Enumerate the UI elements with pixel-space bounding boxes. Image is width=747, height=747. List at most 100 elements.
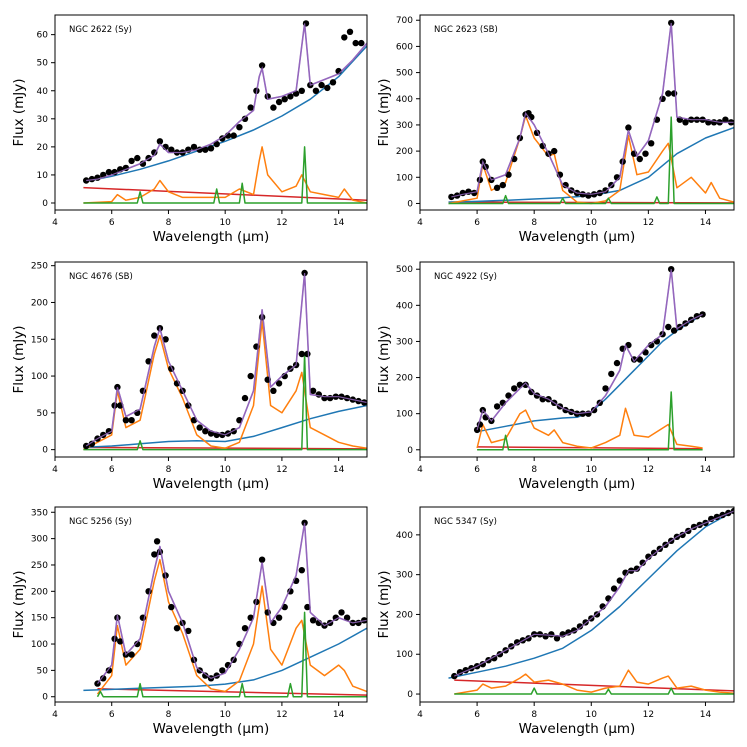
- data-point: [247, 104, 254, 111]
- y-tick-label: 150: [31, 335, 48, 345]
- x-tick-label: 14: [333, 218, 345, 228]
- pah-line: [83, 320, 367, 451]
- y-tick-label: 400: [396, 95, 413, 105]
- y-tick-label: 0: [42, 446, 48, 456]
- y-tick-label: 400: [396, 301, 413, 311]
- data-point: [636, 356, 643, 363]
- y-tick-label: 50: [37, 59, 49, 69]
- data-point: [105, 168, 113, 176]
- x-tick-label: 6: [474, 465, 480, 475]
- x-tick-label: 10: [219, 218, 231, 228]
- data-point: [513, 639, 521, 646]
- x-tick-label: 4: [417, 465, 423, 475]
- model-line: [476, 268, 703, 431]
- data-point: [202, 428, 209, 435]
- y-tick-label: 50: [37, 666, 49, 676]
- data-point: [298, 350, 305, 358]
- model-overlay-line: [476, 269, 703, 431]
- data-point: [613, 359, 621, 367]
- chart-panel: 4 6 8 10 12 14 0 100 200 300 400 NGC 5347 (Sy) Wavel…: [376, 506, 735, 737]
- x-axis-label: Wavelength (μm): [153, 721, 270, 737]
- x-tick-label: 10: [586, 218, 598, 228]
- data-point: [324, 84, 331, 92]
- x-tick-label: 10: [219, 710, 231, 720]
- x-tick-label: 8: [531, 710, 537, 720]
- plot-area: [448, 19, 734, 205]
- x-tick-label: 12: [643, 710, 654, 720]
- data-point: [196, 424, 203, 431]
- y-tick-label: 250: [31, 561, 48, 571]
- chart-panel: 4 6 8 10 12 14 0 50 100 150 200 250 NGC 4676 (SB) Wav…: [11, 261, 368, 492]
- x-axis-label: Wavelength (μm): [519, 721, 636, 737]
- x-tick-label: 14: [333, 710, 345, 720]
- data-point: [602, 385, 609, 392]
- data-point: [326, 394, 334, 402]
- x-tick-label: 14: [333, 465, 345, 475]
- data-point: [548, 631, 555, 638]
- y-tick-label: 100: [396, 173, 413, 183]
- x-tick-label: 4: [52, 218, 58, 228]
- model-overlay-line: [451, 22, 734, 198]
- data-point: [134, 640, 141, 648]
- data-point: [275, 614, 283, 621]
- x-tick-label: 8: [166, 710, 172, 720]
- data-point: [202, 672, 209, 679]
- data-point: [219, 667, 226, 674]
- model-overlay-line: [97, 522, 367, 684]
- data-point: [213, 140, 220, 148]
- x-tick-label: 12: [643, 465, 654, 475]
- data-point: [522, 381, 529, 388]
- data-point: [156, 138, 164, 145]
- emission-lines-line: [454, 687, 734, 695]
- data-point: [275, 98, 283, 106]
- data-point: [275, 380, 283, 387]
- y-axis-label: Flux (mJy): [376, 570, 392, 638]
- chart-panel: 4 6 8 10 12 14 0 50 100 150 200 250 300 350 NGC 5256 (…: [11, 506, 368, 737]
- y-tick-label: 0: [407, 199, 413, 209]
- data-point: [287, 93, 294, 100]
- data-point: [139, 160, 147, 167]
- y-tick-label: 20: [37, 143, 49, 153]
- data-point: [304, 350, 311, 358]
- x-tick-label: 8: [166, 218, 172, 228]
- y-tick-label: 50: [37, 409, 49, 419]
- data-point: [639, 559, 646, 566]
- y-tick-label: 500: [396, 69, 413, 79]
- data-point: [505, 171, 512, 178]
- data-point: [722, 116, 729, 123]
- x-tick-label: 12: [276, 465, 287, 475]
- data-point: [625, 124, 632, 131]
- chart-panel: 4 6 8 10 12 14 0 100 200 300 400 500 600 700 NGC 2623 …: [376, 14, 735, 245]
- axes-frame: [54, 14, 368, 211]
- y-tick-label: 100: [31, 372, 48, 382]
- data-point: [645, 553, 652, 560]
- x-tick-label: 6: [109, 710, 115, 720]
- panel-title: NGC 5347 (Sy): [434, 517, 497, 527]
- data-point: [665, 323, 672, 331]
- data-point: [332, 614, 339, 621]
- data-point: [665, 90, 672, 97]
- y-tick-label: 400: [396, 531, 413, 541]
- x-tick-label: 10: [586, 710, 598, 720]
- data-point: [448, 193, 455, 201]
- stellar-line: [97, 688, 367, 696]
- data-point: [168, 146, 175, 153]
- y-tick-label: 200: [396, 374, 413, 384]
- pah-line: [454, 669, 734, 695]
- x-tick-label: 8: [531, 218, 537, 228]
- data-point: [202, 146, 209, 153]
- data-point: [670, 327, 678, 334]
- y-tick-label: 200: [396, 610, 413, 620]
- x-axis-label: Wavelength (μm): [153, 229, 270, 245]
- data-point: [122, 417, 130, 424]
- x-tick-label: 4: [417, 710, 423, 720]
- model-line: [451, 22, 734, 198]
- data-point: [553, 635, 561, 642]
- data-point: [105, 428, 113, 435]
- data-point: [258, 314, 266, 321]
- data-point: [151, 332, 158, 339]
- x-tick-label: 12: [276, 710, 287, 720]
- data-point: [642, 150, 649, 157]
- continuum-line: [448, 510, 734, 679]
- data-point: [511, 385, 518, 392]
